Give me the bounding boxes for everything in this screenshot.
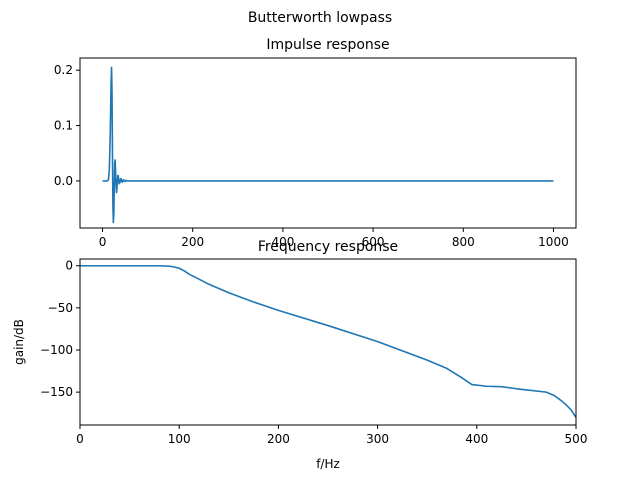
impulse-response-x-tick-label: 0 [99,235,107,249]
frequency-response-x-ticks: 0 100 200 300 400 500 [76,425,587,446]
frequency-response-x-tick-label: 500 [565,432,588,446]
impulse-response-x-tick-label: 800 [452,235,475,249]
impulse-response-title: Impulse response [266,37,389,53]
impulse-response-series [102,66,554,224]
frequency-response-series [80,264,576,418]
frequency-response-x-tick-label: 400 [465,432,488,446]
impulse-response-x-tick-label: 200 [181,235,204,249]
impulse-response-y-tick-label: 0.2 [54,63,73,77]
impulse-response-y-ticks: 0.0 0.1 0.2 [54,63,80,188]
impulse-response-x-tick-label: 600 [362,235,385,249]
impulse-response-frame [79,57,577,229]
figure-suptitle: Butterworth lowpass [248,10,392,26]
frequency-response-y-tick-label: −100 [40,343,73,357]
impulse-response-x-tick-label: 400 [271,235,294,249]
impulse-response-x-ticks: 0 200 400 600 800 1000 [99,228,569,249]
frequency-response-x-label: f/Hz [316,457,340,471]
frequency-response-axes: Frequency response 0 −50 −100 −150 0 100 200 3… [12,239,587,471]
frequency-response-y-label: gain/dB [12,319,26,365]
frequency-response-x-tick-label: 300 [366,432,389,446]
frequency-response-x-tick-label: 0 [76,432,84,446]
frequency-response-frame [79,258,577,426]
frequency-response-line [80,264,576,418]
frequency-response-y-tick-label: −150 [40,385,73,399]
frequency-response-y-tick-label: 0 [65,259,73,273]
impulse-response-line [102,66,554,224]
frequency-response-title: Frequency response [258,239,398,255]
frequency-response-x-tick-label: 100 [168,432,191,446]
impulse-response-axes: Impulse response 0.0 0.1 0.2 0 200 400 600 800… [54,37,577,249]
frequency-response-y-ticks: 0 −50 −100 −150 [40,259,80,399]
impulse-response-x-tick-label: 1000 [538,235,569,249]
impulse-response-y-tick-label: 0.1 [54,119,73,133]
frequency-response-x-tick-label: 200 [267,432,290,446]
impulse-response-y-tick-label: 0.0 [54,174,73,188]
frequency-response-y-tick-label: −50 [48,301,73,315]
